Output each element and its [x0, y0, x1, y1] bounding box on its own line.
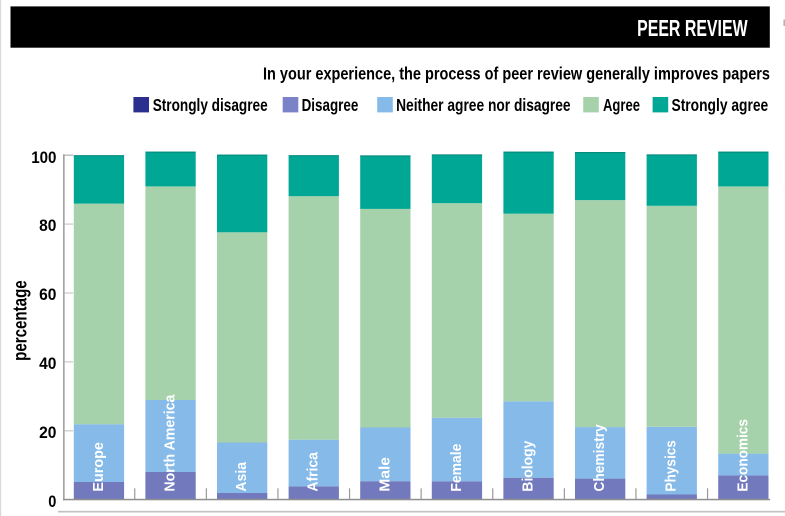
svg-text:Chemistry: Chemistry [591, 424, 608, 492]
svg-text:20: 20 [39, 424, 56, 442]
svg-text:Economics: Economics [734, 419, 751, 492]
svg-text:Agree: Agree [603, 95, 640, 115]
svg-text:Asia: Asia [233, 461, 250, 491]
svg-text:60: 60 [39, 286, 56, 304]
svg-text:Biology: Biology [519, 440, 536, 492]
svg-text:In your experience, the proces: In your experience, the process of peer … [263, 63, 770, 83]
svg-text:Male: Male [376, 457, 393, 492]
svg-text:North America: North America [161, 394, 178, 492]
svg-text:Europe: Europe [90, 442, 107, 492]
svg-text:Disagree: Disagree [302, 95, 359, 115]
svg-text:Neither agree nor disagree: Neither agree nor disagree [396, 95, 571, 115]
svg-text:PEER REVIEW: PEER REVIEW [637, 15, 748, 41]
svg-text:80: 80 [39, 217, 56, 235]
svg-text:40: 40 [39, 355, 56, 373]
svg-text:percentage: percentage [10, 280, 31, 361]
svg-text:Female: Female [448, 444, 465, 492]
svg-text:Physics: Physics [663, 440, 680, 492]
svg-text:100: 100 [31, 149, 56, 167]
svg-text:Strongly disagree: Strongly disagree [153, 95, 268, 115]
svg-text:Africa: Africa [305, 452, 322, 492]
svg-text:Strongly agree: Strongly agree [672, 95, 769, 115]
svg-text:0: 0 [48, 493, 56, 511]
